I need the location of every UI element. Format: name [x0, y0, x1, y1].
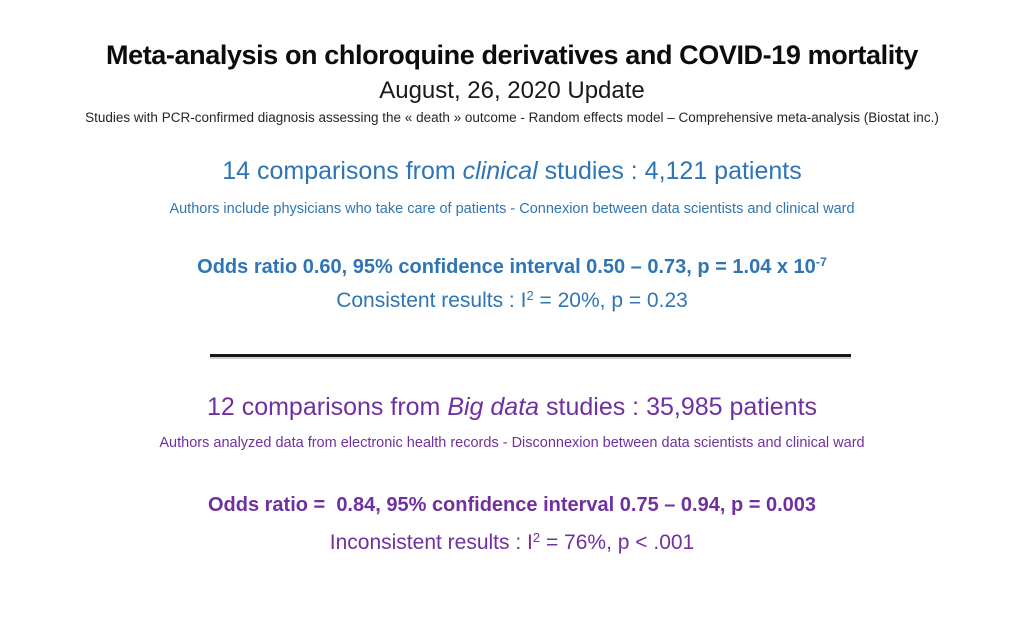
bigdata-heading-prefix: 12 comparisons from [206, 393, 448, 421]
clinical-consistency-suffix: = 20%, p = 0.23 [533, 289, 688, 312]
bigdata-section-heading: 12 comparisons from Big data studies : 3… [0, 393, 1024, 422]
bigdata-section-subnote: Authors analyzed data from electronic he… [159, 435, 865, 451]
slide-title: Meta-analysis on chloroquine derivatives… [105, 40, 919, 70]
clinical-heading-suffix: studies : 4,121 patients [537, 157, 802, 185]
bigdata-consistency: Inconsistent results : I2 = 76%, p < .00… [0, 529, 1024, 555]
clinical-consistency: Consistent results : I2 = 20%, p = 0.23 [0, 287, 1024, 313]
clinical-consistency-prefix: Consistent results : I [336, 289, 527, 312]
section-divider [210, 354, 851, 357]
bigdata-heading-emphasis: Big data [447, 393, 540, 421]
clinical-heading-emphasis: clinical [462, 157, 538, 185]
clinical-odds-ratio: Odds ratio 0.60, 95% confidence interval… [0, 255, 1024, 279]
clinical-section-subnote: Authors include physicians who take care… [169, 201, 855, 217]
bigdata-consistency-suffix: = 76%, p < .001 [540, 531, 695, 554]
clinical-section-heading: 14 comparisons from clinical studies : 4… [0, 157, 1024, 186]
bigdata-consistency-prefix: Inconsistent results : I [329, 531, 533, 554]
bigdata-heading-suffix: studies : 35,985 patients [539, 393, 818, 421]
bigdata-odds-ratio: Odds ratio = 0.84, 95% confidence interv… [207, 494, 817, 516]
clinical-odds-ratio-exponent: -7 [815, 255, 827, 270]
clinical-consistency-sup: 2 [526, 287, 534, 303]
clinical-odds-ratio-text: Odds ratio 0.60, 95% confidence interval… [197, 256, 816, 278]
slide-subtitle-date: August, 26, 2020 Update [379, 77, 645, 104]
clinical-heading-prefix: 14 comparisons from [222, 157, 463, 185]
bigdata-consistency-sup: 2 [532, 529, 541, 545]
methods-note: Studies with PCR-confirmed diagnosis ass… [85, 110, 939, 125]
